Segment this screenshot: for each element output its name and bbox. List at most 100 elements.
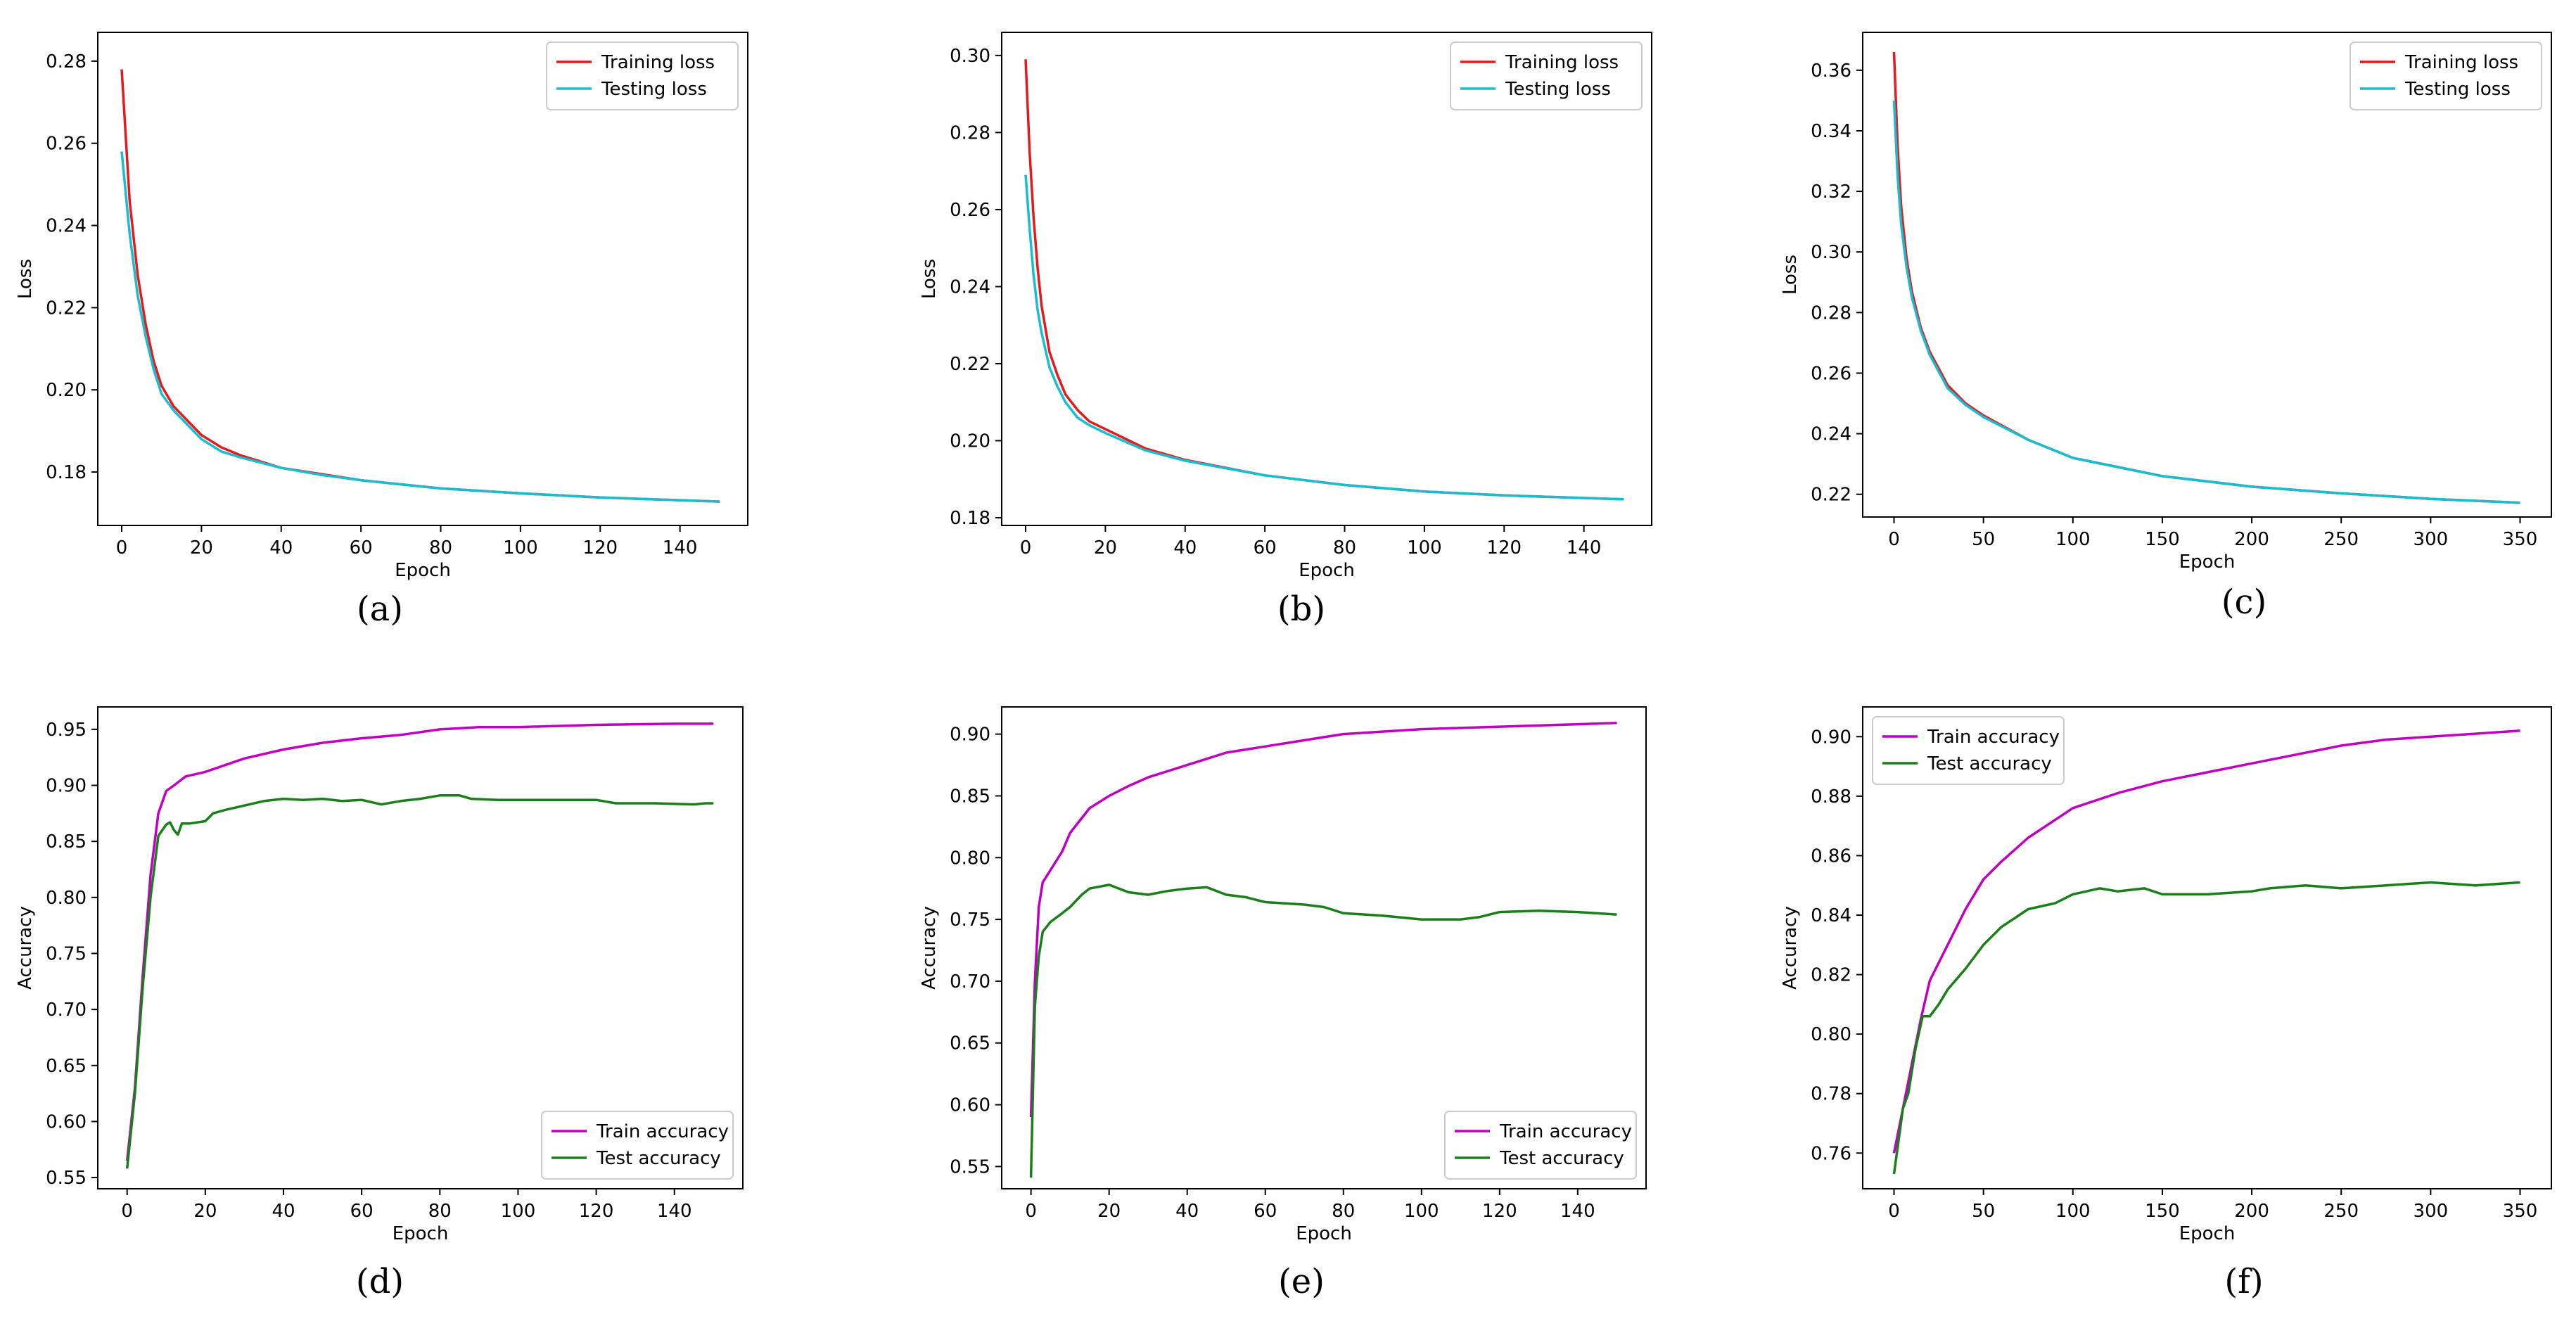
- y-tick-label: 0.80: [950, 848, 990, 869]
- y-tick-label: 0.85: [46, 831, 87, 853]
- legend-box: [1450, 42, 1643, 110]
- x-tick-label: 100: [501, 1201, 536, 1222]
- x-tick-label: 350: [2503, 1201, 2538, 1222]
- legend: Train accuracy Test accuracy: [1444, 1111, 1637, 1180]
- y-tick-label: 0.80: [46, 888, 87, 909]
- x-tick-label: 80: [1332, 1201, 1355, 1222]
- y-tick-label: 0.30: [950, 46, 990, 67]
- legend-box: [2349, 42, 2542, 110]
- y-tick-label: 0.86: [1811, 845, 1851, 867]
- x-tick-label: 50: [1972, 529, 1995, 550]
- y-axis-label: Accuracy: [919, 906, 940, 990]
- x-tick-label: 120: [579, 1201, 614, 1222]
- chart-panel: 0 20 40 60 80 100 120 140 0.18 0.20 0.22 0.24 0.26 0.…: [919, 32, 1652, 629]
- x-tick-label: 50: [1972, 1201, 1995, 1222]
- x-tick-label: 120: [582, 537, 618, 559]
- legend-label: Test accuracy: [1927, 753, 2052, 774]
- y-tick-label: 0.65: [46, 1056, 87, 1077]
- series-line-train_acc: [1892, 729, 2520, 1154]
- series-line-train_loss: [1892, 51, 2520, 504]
- legend-label: Train accuracy: [596, 1121, 729, 1142]
- panel-caption: (f): [2224, 1262, 2263, 1301]
- x-tick-label: 100: [2055, 529, 2091, 550]
- y-tick-label: 0.90: [950, 725, 990, 746]
- x-axis-label: Epoch: [395, 560, 451, 581]
- y-tick-label: 0.75: [46, 943, 87, 964]
- x-tick-label: 350: [2503, 529, 2538, 550]
- series-line-test_acc: [125, 794, 714, 1169]
- y-tick-label: 0.65: [950, 1033, 990, 1054]
- y-tick-label: 0.22: [950, 354, 990, 375]
- y-tick-label: 0.24: [950, 276, 990, 298]
- y-tick-label: 0.26: [950, 200, 990, 221]
- y-tick-label: 0.76: [1811, 1143, 1851, 1164]
- y-axis-label: Accuracy: [1780, 906, 1801, 990]
- x-tick-label: 60: [1254, 537, 1277, 559]
- legend: Training loss Testing loss: [1450, 42, 1643, 110]
- x-tick-label: 60: [350, 537, 373, 559]
- x-tick-label: 60: [350, 1201, 374, 1222]
- legend-box: [1872, 716, 2065, 785]
- x-tick-label: 80: [428, 1201, 452, 1222]
- y-tick-label: 0.24: [46, 216, 87, 237]
- y-tick-label: 0.20: [950, 431, 990, 452]
- x-tick-label: 100: [1404, 1201, 1439, 1222]
- y-tick-label: 0.75: [950, 910, 990, 931]
- x-tick-label: 20: [1097, 1201, 1121, 1222]
- y-tick-label: 0.78: [1811, 1084, 1851, 1105]
- x-tick-label: 140: [1567, 537, 1602, 559]
- legend: Train accuracy Test accuracy: [541, 1111, 734, 1180]
- y-axis-label: Loss: [919, 259, 940, 299]
- y-tick-label: 0.26: [1811, 363, 1851, 384]
- x-tick-label: 0: [116, 537, 128, 559]
- y-tick-label: 0.85: [950, 786, 990, 807]
- x-axis-label: Epoch: [2179, 1223, 2236, 1244]
- x-tick-label: 300: [2414, 1201, 2449, 1222]
- x-tick-label: 40: [272, 1201, 295, 1222]
- x-tick-label: 0: [1025, 1201, 1037, 1222]
- legend-label: Testing loss: [601, 79, 707, 100]
- y-tick-label: 0.70: [46, 1000, 87, 1021]
- axes-frame: [1862, 706, 2552, 1189]
- y-tick-label: 0.60: [46, 1111, 87, 1132]
- y-tick-label: 0.36: [1811, 60, 1851, 82]
- y-tick-label: 0.28: [950, 122, 990, 143]
- y-tick-label: 0.22: [46, 298, 87, 319]
- y-tick-label: 0.20: [46, 380, 87, 401]
- y-tick-label: 0.18: [950, 508, 990, 529]
- x-tick-label: 140: [657, 1201, 692, 1222]
- legend-label: Train accuracy: [1499, 1121, 1632, 1142]
- legend-label: Testing loss: [2404, 79, 2511, 100]
- x-tick-label: 250: [2323, 529, 2359, 550]
- x-tick-label: 140: [1560, 1201, 1595, 1222]
- x-axis-label: Epoch: [2179, 551, 2236, 573]
- y-tick-label: 0.28: [1811, 302, 1851, 324]
- panel-caption: (d): [356, 1262, 404, 1301]
- x-tick-label: 60: [1254, 1201, 1277, 1222]
- axes-frame: [1001, 706, 1647, 1189]
- x-tick-label: 0: [1020, 537, 1032, 559]
- y-tick-label: 0.30: [1811, 242, 1851, 263]
- legend: Train accuracy Test accuracy: [1872, 716, 2065, 785]
- legend-label: Training loss: [1505, 52, 1619, 73]
- x-tick-label: 120: [1486, 537, 1522, 559]
- y-tick-label: 0.70: [950, 971, 990, 993]
- series-line-train_loss: [120, 69, 720, 503]
- x-tick-label: 20: [190, 537, 213, 559]
- series-line-train_acc: [1029, 722, 1617, 1118]
- x-tick-label: 100: [1407, 537, 1442, 559]
- y-tick-label: 0.88: [1811, 786, 1851, 808]
- y-tick-label: 0.82: [1811, 965, 1851, 986]
- y-tick-label: 0.18: [46, 462, 87, 483]
- y-tick-label: 0.80: [1811, 1024, 1851, 1045]
- series-line-test_loss: [1892, 100, 2520, 504]
- panel-caption: (a): [357, 589, 403, 629]
- y-tick-label: 0.26: [46, 134, 87, 155]
- axes-frame: [97, 706, 744, 1189]
- x-tick-label: 20: [1094, 537, 1117, 559]
- x-axis-label: Epoch: [1299, 560, 1355, 581]
- x-tick-label: 80: [1333, 537, 1356, 559]
- legend-label: Train accuracy: [1927, 727, 2060, 748]
- y-tick-label: 0.90: [1811, 727, 1851, 748]
- legend-box: [1444, 1111, 1637, 1180]
